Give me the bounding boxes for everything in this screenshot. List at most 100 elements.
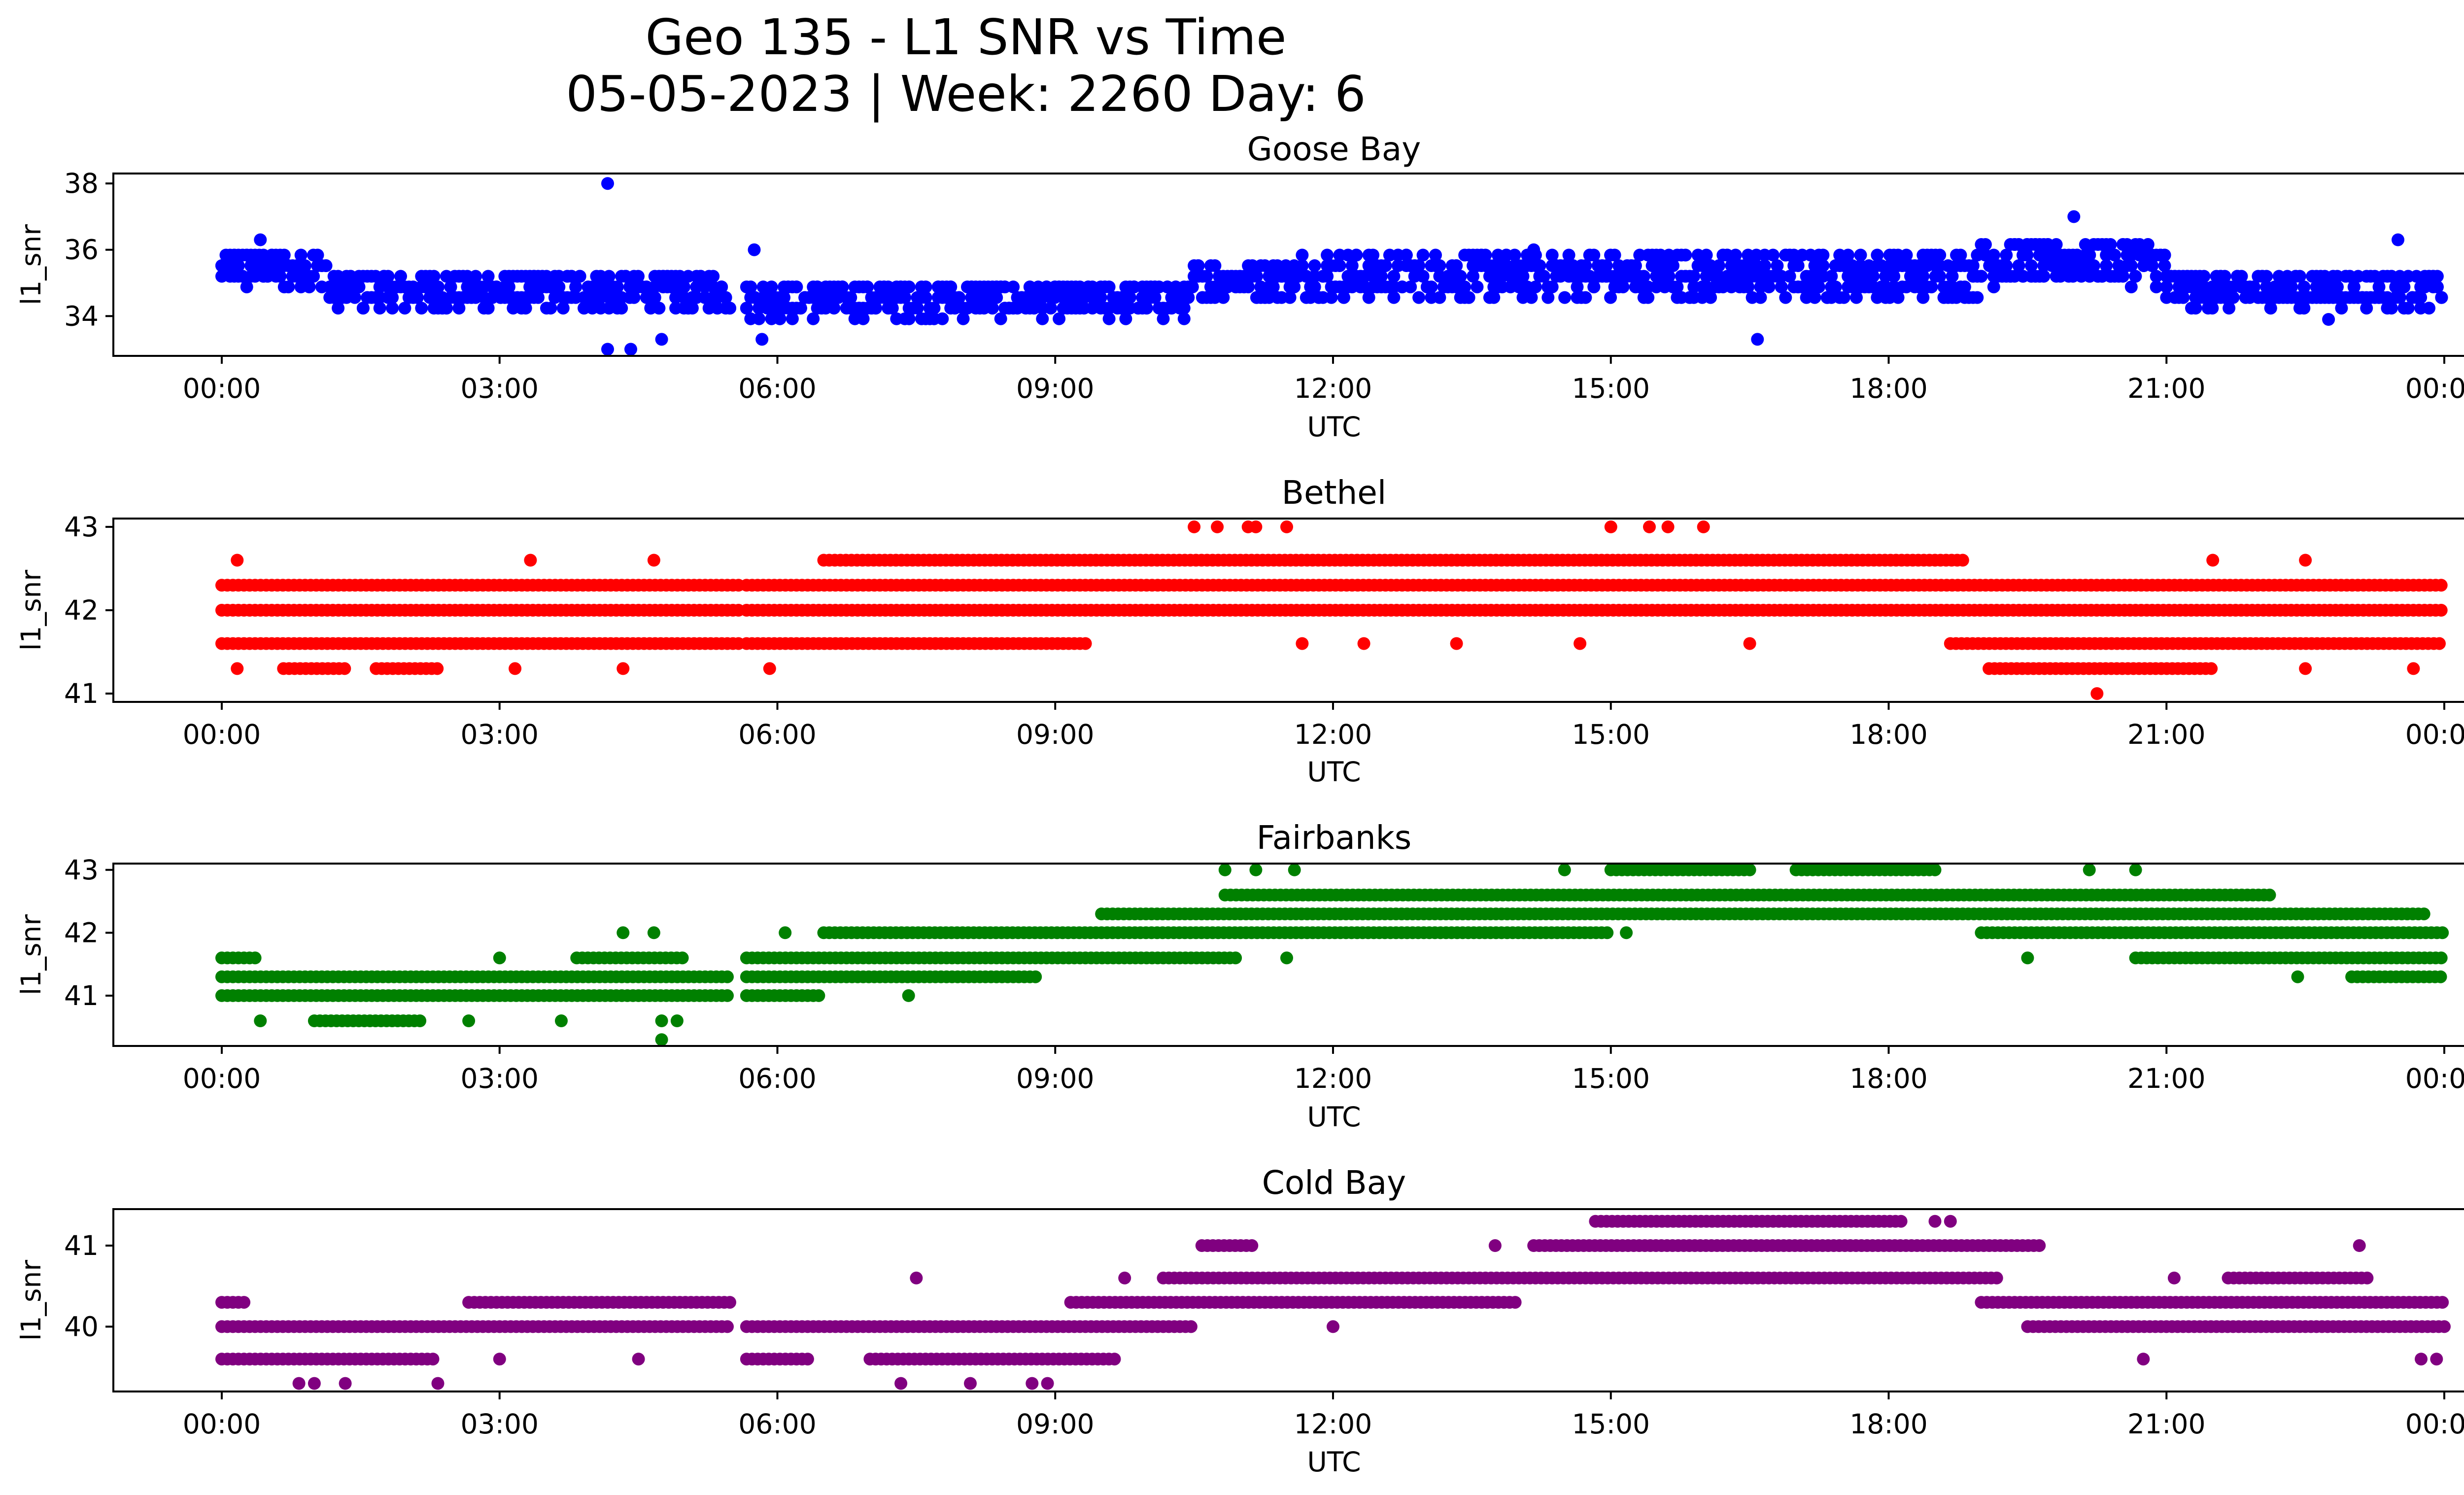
- data-point: [240, 280, 253, 294]
- data-point: [2050, 238, 2063, 251]
- data-point: [452, 302, 466, 315]
- data-point: [2297, 302, 2311, 315]
- data-point: [648, 291, 661, 304]
- data-point: [1987, 248, 2000, 262]
- data-point: [786, 312, 799, 325]
- x-tick-label: 18:00: [1849, 1063, 1928, 1094]
- scatter-points: [215, 177, 2448, 356]
- data-point: [601, 343, 614, 356]
- data-point: [902, 989, 915, 1002]
- data-point: [1387, 270, 1401, 283]
- data-point: [1758, 259, 1771, 272]
- data-point: [2263, 888, 2276, 902]
- data-point: [1743, 637, 1756, 650]
- data-point: [602, 270, 616, 283]
- data-point: [1779, 291, 1792, 304]
- data-point: [254, 1014, 267, 1027]
- data-point: [812, 989, 825, 1002]
- data-point: [1250, 270, 1263, 283]
- y-tick-label: 36: [64, 234, 99, 266]
- data-point: [1404, 280, 1417, 294]
- data-point: [1700, 248, 1713, 262]
- data-point: [927, 302, 941, 315]
- data-point: [1866, 270, 1880, 283]
- y-tick-label: 43: [64, 511, 99, 543]
- x-tick-label: 06:00: [738, 373, 817, 404]
- x-tick-label: 00:00: [183, 373, 261, 404]
- data-point: [1462, 291, 1475, 304]
- data-point: [1679, 248, 1692, 262]
- x-tick-label: 21:00: [2127, 719, 2206, 750]
- data-point: [1808, 291, 1821, 304]
- data-point: [990, 291, 1003, 304]
- plot-frame: [112, 173, 2464, 357]
- data-point: [2012, 259, 2025, 272]
- data-point: [2083, 863, 2096, 876]
- data-point: [1600, 259, 1613, 272]
- data-point: [1587, 280, 1601, 294]
- data-point: [1182, 291, 1195, 304]
- data-point: [1891, 291, 1905, 304]
- data-point: [1742, 280, 1755, 294]
- data-point: [1925, 280, 1938, 294]
- data-point: [2087, 259, 2100, 272]
- data-point: [1558, 291, 1572, 304]
- data-point: [2116, 270, 2129, 283]
- data-point: [524, 554, 537, 567]
- data-point: [411, 291, 424, 304]
- data-point: [1667, 259, 1679, 272]
- data-point: [1516, 270, 1530, 283]
- figure-title-line2: 05-05-2023 | Week: 2260 Day: 6: [566, 65, 1366, 123]
- data-point: [394, 270, 407, 283]
- x-tick-label: 18:00: [1849, 719, 1928, 750]
- data-point: [431, 662, 444, 675]
- data-point: [2430, 280, 2444, 294]
- data-point: [294, 248, 308, 262]
- data-point: [1916, 291, 1930, 304]
- data-point: [721, 989, 734, 1002]
- data-point: [1990, 1271, 2003, 1285]
- data-point: [1308, 280, 1321, 294]
- data-point: [986, 302, 999, 315]
- data-point: [1108, 1353, 1121, 1366]
- data-point: [1671, 280, 1684, 294]
- y-tick-label: 34: [64, 300, 99, 332]
- data-point: [1007, 280, 1020, 294]
- data-point: [1812, 280, 1825, 294]
- data-point: [2360, 302, 2373, 315]
- data-point: [1188, 520, 1201, 533]
- x-tick-label: 15:00: [1572, 373, 1650, 404]
- data-point: [1416, 270, 1430, 283]
- data-point: [356, 302, 370, 315]
- data-point: [1229, 951, 1242, 965]
- x-tick-label: 09:00: [1016, 1063, 1095, 1094]
- data-point: [502, 280, 515, 294]
- data-point: [386, 291, 399, 304]
- data-point: [1637, 270, 1650, 283]
- data-point: [1367, 248, 1380, 262]
- data-point: [432, 280, 445, 294]
- data-point: [2433, 637, 2446, 650]
- data-point: [254, 233, 267, 246]
- data-point: [2124, 280, 2138, 294]
- x-tick-label: 12:00: [1294, 373, 1372, 404]
- data-point: [655, 1014, 668, 1027]
- data-point: [676, 951, 689, 965]
- data-point: [332, 302, 345, 315]
- data-point: [1954, 248, 1967, 262]
- data-point: [1754, 291, 1767, 304]
- data-point: [307, 270, 320, 283]
- data-point: [2436, 1296, 2449, 1309]
- data-point: [1200, 270, 1213, 283]
- data-point: [1545, 280, 1559, 294]
- data-point: [902, 280, 916, 294]
- data-point: [1325, 291, 1338, 304]
- data-point: [763, 662, 776, 675]
- data-point: [1321, 248, 1334, 262]
- data-point: [715, 280, 728, 294]
- x-axis-ticks: 00:00 03:00 06:00 09:00 12:00 15:00 18:00 21:00…: [183, 356, 2464, 404]
- x-tick-label: 03:00: [460, 719, 539, 750]
- data-point: [861, 280, 874, 294]
